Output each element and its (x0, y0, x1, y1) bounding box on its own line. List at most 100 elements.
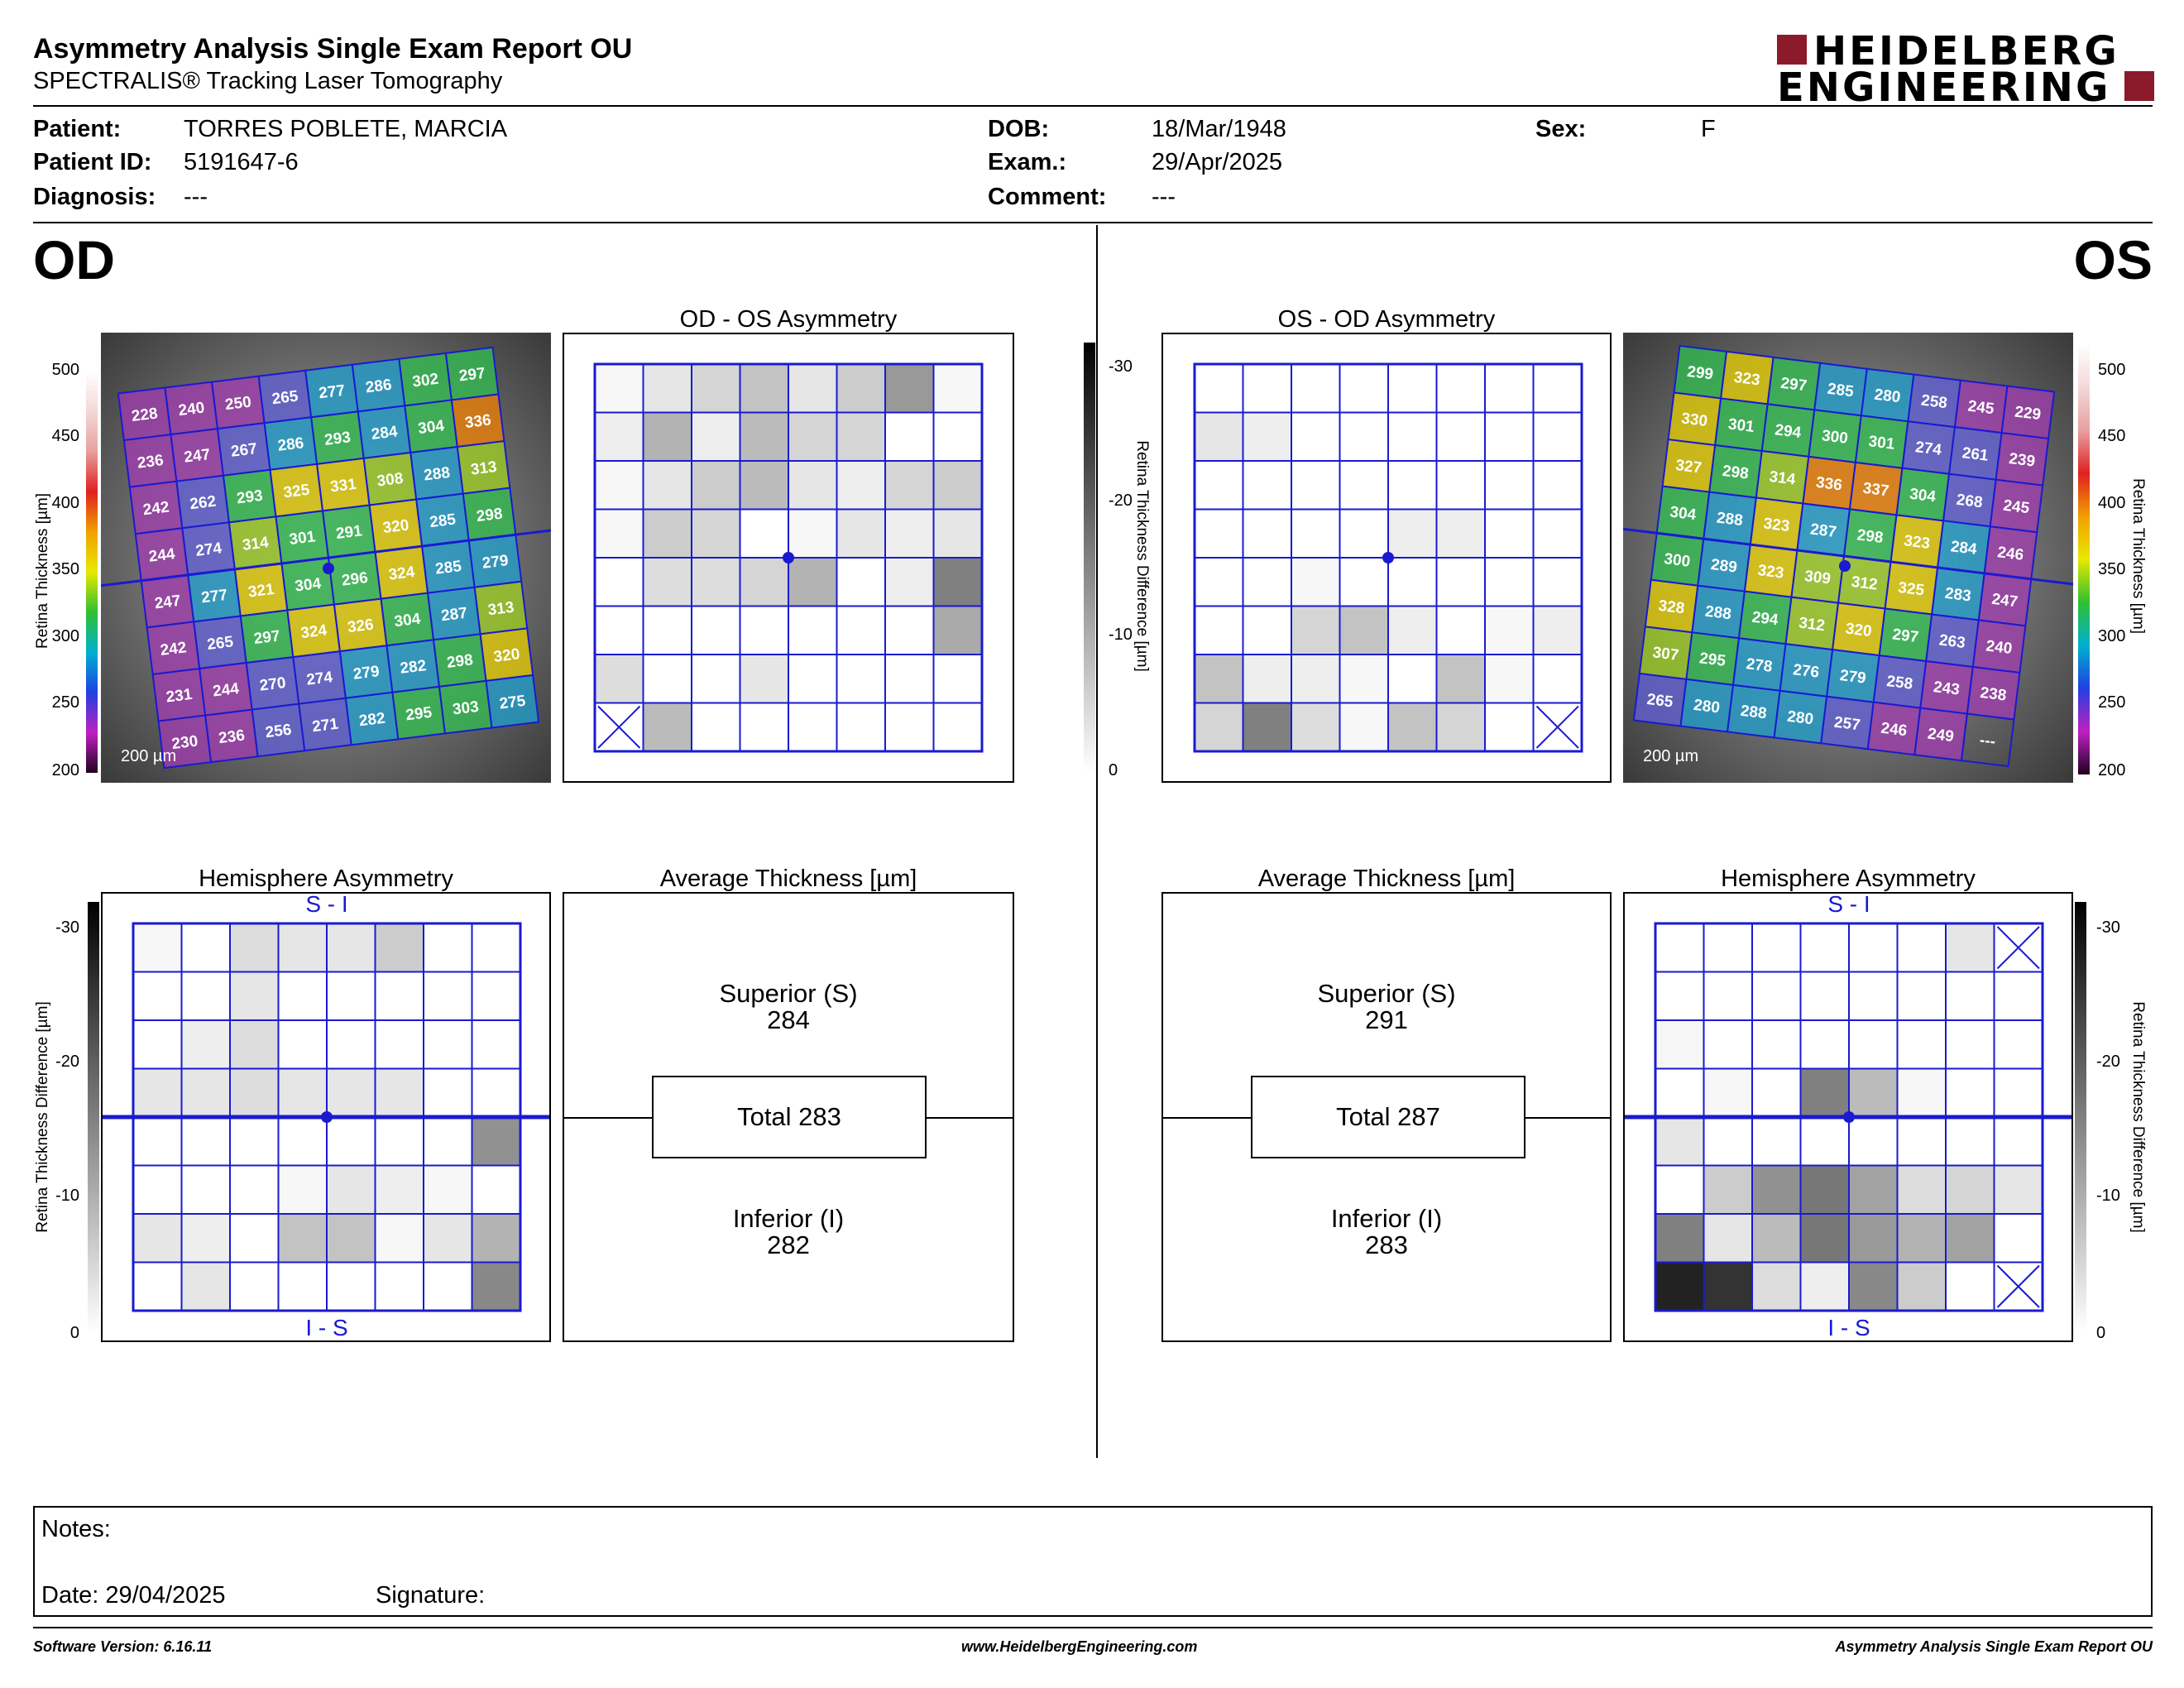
thickness-value: 293 (323, 429, 352, 449)
od-scale-bar: 200 µm (121, 747, 177, 765)
os-hemi-colorbar (2075, 902, 2086, 1332)
tick: 350 (51, 560, 79, 578)
grid-cell (836, 460, 886, 511)
grid-cell (229, 971, 280, 1021)
thickness-value: 297 (1779, 375, 1808, 396)
thickness-value: 323 (1903, 532, 1931, 553)
excluded-cell-mark (1996, 1264, 2040, 1308)
grid-cell (1848, 923, 1899, 973)
grid-cell (836, 654, 886, 704)
grid-cell (1655, 971, 1705, 1021)
grid-cell (788, 411, 838, 462)
thickness-value: 336 (464, 411, 492, 432)
tick: -10 (2096, 1187, 2120, 1205)
grid-cell (1387, 508, 1438, 559)
grid-cell (180, 923, 231, 973)
grid-cell (1387, 702, 1438, 752)
thickness-value: 256 (265, 722, 293, 742)
fovea-marker (321, 1111, 333, 1123)
grid-cell (932, 654, 983, 704)
od-avg-title: Average Thickness [µm] (659, 866, 917, 892)
grid-cell (691, 702, 741, 752)
grid-cell (277, 1019, 328, 1070)
thickness-value: 239 (2008, 450, 2036, 471)
os-hemi-grid: S - I I - S (1625, 891, 2071, 1340)
grid-cell (1945, 1261, 1995, 1312)
grid-cell (1703, 1116, 1753, 1167)
center-divider (1096, 225, 1098, 1458)
grid-cell (1291, 557, 1341, 607)
thickness-value: 312 (1851, 573, 1879, 594)
thickness-value: 314 (1768, 468, 1796, 489)
grid-cell (932, 605, 983, 655)
grid-cell (1242, 557, 1292, 607)
grid-cell (1896, 1067, 1947, 1118)
thickness-value: 242 (160, 639, 188, 659)
website-link[interactable]: www.HeidelbergEngineering.com (961, 1638, 1198, 1655)
od-superior-label: Superior (S) (719, 979, 858, 1008)
grid-cell (884, 557, 935, 607)
thickness-value: 236 (136, 452, 165, 472)
thickness-value: 286 (365, 376, 393, 397)
logo-line-2: ENGINEERING (1777, 65, 2111, 111)
grid-cell (884, 363, 935, 414)
os-scale-bar: 200 µm (1643, 747, 1699, 765)
grid-cell (1655, 1164, 1705, 1215)
diff-colorbar-center (1084, 343, 1095, 773)
grid-cell (1242, 702, 1292, 752)
patient-id-label: Patient ID: (33, 149, 152, 175)
grid-cell (1655, 1116, 1705, 1167)
grid-cell (1291, 363, 1341, 414)
tick: 450 (2098, 427, 2126, 445)
grid-cell (471, 923, 521, 973)
patient-label: Patient: (33, 116, 122, 142)
grid-cell (1291, 654, 1341, 704)
grid-cell (1339, 654, 1389, 704)
grid-cell (1435, 508, 1486, 559)
tick: 300 (51, 627, 79, 645)
grid-cell (594, 557, 644, 607)
grid-cell (691, 411, 741, 462)
thickness-value: 326 (347, 616, 375, 637)
grid-cell (1703, 1067, 1753, 1118)
grid-cell (739, 702, 789, 752)
thickness-value: 325 (1897, 579, 1925, 600)
thickness-value: 299 (1686, 363, 1714, 384)
patient-id-value: 5191647-6 (184, 149, 299, 175)
od-superior-value: 284 (767, 1005, 810, 1034)
grid-cell (1993, 1067, 2043, 1118)
notes-box[interactable]: Notes: Date: 29/04/2025 Signature: (33, 1506, 2153, 1617)
grid-cell (1387, 411, 1438, 462)
os-superior-value: 291 (1365, 1005, 1408, 1034)
tick: -10 (55, 1187, 79, 1205)
grid-cell (1194, 654, 1244, 704)
grid-cell (423, 1261, 473, 1312)
grid-cell (836, 508, 886, 559)
tick: 500 (51, 361, 79, 379)
thickness-value: 286 (277, 434, 305, 455)
thickness-value: 298 (446, 651, 474, 672)
os-thickness-map: 299 323 297 285 280 258 245 229 330 301 294 300 301 2… (1623, 333, 2073, 783)
tick: -20 (55, 1053, 79, 1071)
thickness-value: 330 (1680, 410, 1708, 430)
grid-cell (1484, 654, 1535, 704)
grid-cell (739, 460, 789, 511)
grid-cell (1339, 508, 1389, 559)
grid-cell (1896, 923, 1947, 973)
tick: 0 (69, 1324, 79, 1342)
tick: 250 (51, 693, 79, 712)
grid-cell (471, 1213, 521, 1264)
grid-cell (1291, 460, 1341, 511)
grid-cell (642, 605, 692, 655)
grid-cell (1194, 557, 1244, 607)
grid-cell (884, 460, 935, 511)
grid-cell (1993, 1164, 2043, 1215)
grid-cell (374, 1067, 424, 1118)
grid-cell (1194, 363, 1244, 414)
grid-cell (788, 557, 838, 607)
grid-cell (229, 1019, 280, 1070)
os-avg-title: Average Thickness [µm] (1257, 866, 1516, 892)
grid-cell (423, 1116, 473, 1167)
thickness-value: 276 (1792, 661, 1820, 682)
grid-cell (1896, 1116, 1947, 1167)
